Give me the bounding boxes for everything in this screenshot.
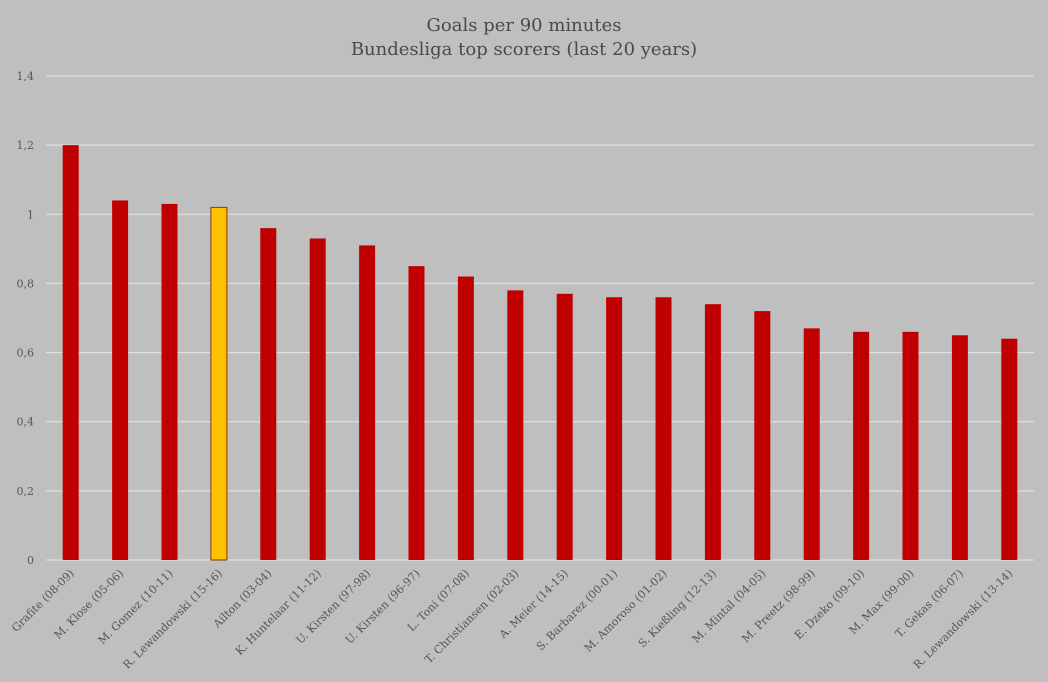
y-axis-ticks: 0 0,2 0,4 0,6 0,8 1 1,2 1,4 bbox=[17, 70, 35, 567]
bar bbox=[408, 266, 425, 560]
bar bbox=[655, 297, 672, 560]
bar bbox=[359, 245, 376, 560]
y-tick-label: 0,2 bbox=[17, 485, 35, 498]
bar bbox=[62, 145, 79, 560]
x-tick-label: M. Amoroso (01-02) bbox=[582, 567, 670, 655]
x-tick-label: T. Christiansen (02-03) bbox=[422, 567, 521, 666]
bar bbox=[853, 331, 870, 560]
bar bbox=[902, 331, 919, 560]
x-tick-label: K. Huntelaar (11-12) bbox=[233, 567, 324, 658]
x-tick-label: R. Lewandowski (15-16) bbox=[120, 567, 225, 672]
bar bbox=[606, 297, 623, 560]
gridlines bbox=[46, 75, 1034, 561]
bars bbox=[62, 145, 1018, 561]
y-tick-label: 0,6 bbox=[17, 347, 35, 360]
x-tick-label: R. Lewandowski (13-14) bbox=[911, 567, 1016, 672]
bar bbox=[161, 203, 178, 560]
bar bbox=[754, 311, 771, 560]
bar bbox=[803, 328, 820, 560]
bar bbox=[457, 276, 474, 560]
y-tick-label: 0,8 bbox=[17, 277, 35, 290]
bar bbox=[112, 200, 129, 560]
y-tick-label: 1,4 bbox=[17, 70, 35, 83]
bar-highlighted bbox=[210, 206, 228, 561]
bar bbox=[1001, 338, 1018, 560]
bar bbox=[556, 293, 573, 560]
bar bbox=[507, 290, 524, 560]
chart-title: Goals per 90 minutes bbox=[427, 15, 622, 36]
x-axis-labels: Grafite (08-09)M. Klose (05-06)M. Gomez … bbox=[9, 567, 1015, 672]
chart-subtitle: Bundesliga top scorers (last 20 years) bbox=[351, 39, 697, 60]
y-tick-label: 1 bbox=[27, 208, 34, 221]
bar bbox=[260, 228, 277, 560]
y-tick-label: 1,2 bbox=[17, 139, 35, 152]
x-tick-label: S. Barbarez (00-01) bbox=[534, 567, 620, 653]
y-tick-label: 0,4 bbox=[17, 416, 35, 429]
y-tick-label: 0 bbox=[27, 554, 34, 567]
bar bbox=[309, 238, 326, 560]
bar bbox=[704, 304, 721, 560]
bar bbox=[951, 335, 968, 560]
